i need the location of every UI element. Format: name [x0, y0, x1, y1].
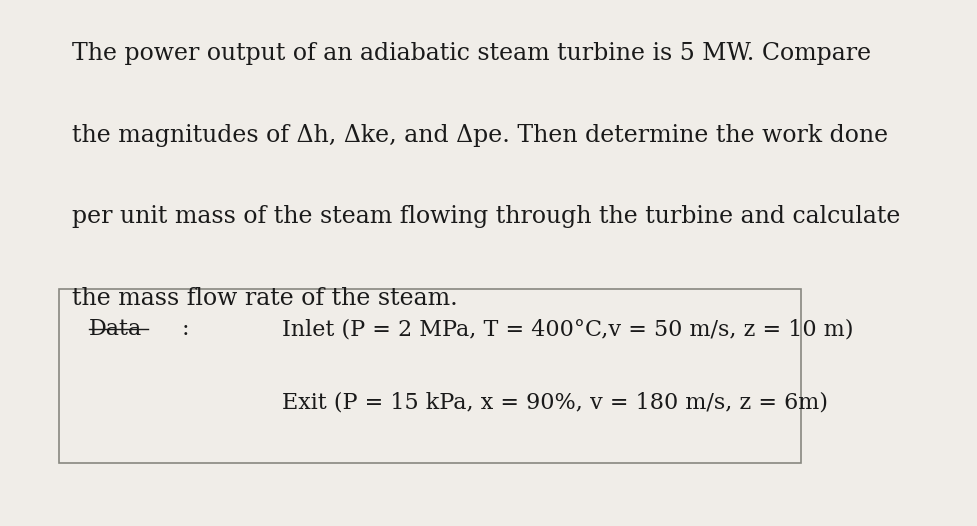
Text: :: : — [181, 318, 189, 340]
Text: per unit mass of the steam flowing through the turbine and calculate: per unit mass of the steam flowing throu… — [71, 205, 899, 228]
Text: The power output of an adiabatic steam turbine is 5 MW. Compare: The power output of an adiabatic steam t… — [71, 42, 870, 65]
Text: Exit (P = 15 kPa, x = 90%, v = 180 m/s, z = 6m): Exit (P = 15 kPa, x = 90%, v = 180 m/s, … — [282, 392, 828, 414]
Text: Inlet (P = 2 MPa, T = 400°C,v = 50 m/s, z = 10 m): Inlet (P = 2 MPa, T = 400°C,v = 50 m/s, … — [282, 318, 853, 340]
Text: the magnitudes of Δh, Δke, and Δpe. Then determine the work done: the magnitudes of Δh, Δke, and Δpe. Then… — [71, 124, 887, 147]
Text: the mass flow rate of the steam.: the mass flow rate of the steam. — [71, 287, 457, 310]
Text: Data: Data — [89, 318, 142, 340]
